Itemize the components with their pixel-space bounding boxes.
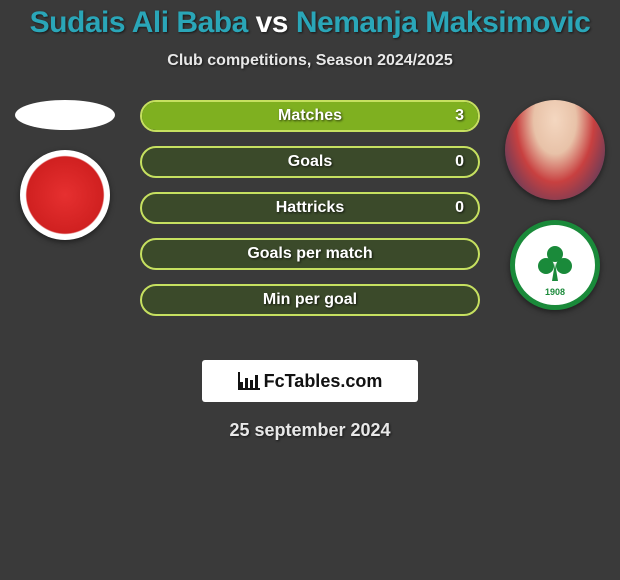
title-vs: vs (256, 6, 288, 39)
player2-photo (505, 100, 605, 200)
stat-row: Min per goal (140, 284, 480, 316)
stat-label: Min per goal (142, 291, 478, 309)
player1-column (0, 100, 130, 240)
stat-value-right: 3 (455, 107, 464, 125)
player1-club-badge (20, 150, 110, 240)
stat-value-right: 0 (455, 199, 464, 217)
comparison-title: Sudais Ali Baba vs Nemanja Maksimovic (0, 0, 620, 40)
player2-club-badge: 1908 (510, 220, 600, 310)
stat-bars: Matches3Goals0Hattricks0Goals per matchM… (140, 100, 480, 330)
watermark: FcTables.com (202, 360, 418, 402)
stat-row: Matches3 (140, 100, 480, 132)
stat-label: Goals per match (142, 245, 478, 263)
player2-column: 1908 (490, 100, 620, 310)
subtitle: Club competitions, Season 2024/2025 (0, 52, 620, 70)
title-player2: Nemanja Maksimovic (296, 6, 590, 39)
watermark-text: FcTables.com (264, 371, 383, 392)
stat-row: Goals per match (140, 238, 480, 270)
stat-label: Hattricks (142, 199, 478, 217)
stat-value-right: 0 (455, 153, 464, 171)
stat-label: Matches (142, 107, 478, 125)
title-player1: Sudais Ali Baba (30, 6, 248, 39)
stat-row: Hattricks0 (140, 192, 480, 224)
comparison-panel: Matches3Goals0Hattricks0Goals per matchM… (0, 100, 620, 340)
stat-row: Goals0 (140, 146, 480, 178)
shamrock-icon (535, 243, 575, 283)
club-year: 1908 (515, 287, 595, 297)
stat-label: Goals (142, 153, 478, 171)
date: 25 september 2024 (0, 420, 620, 441)
player1-photo-placeholder (15, 100, 115, 130)
chart-icon (238, 372, 260, 390)
